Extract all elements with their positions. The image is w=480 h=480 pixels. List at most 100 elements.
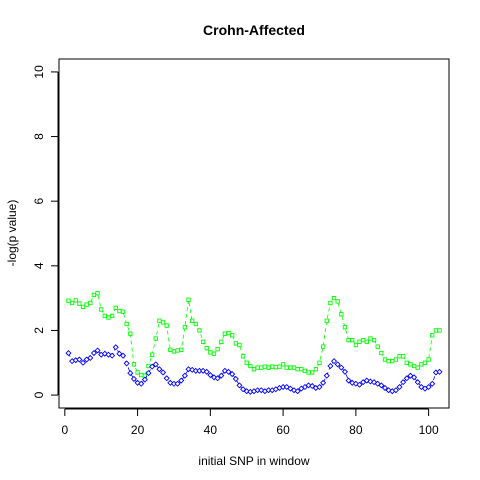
y-tick-label: 6 <box>32 198 46 205</box>
data-point <box>430 333 435 338</box>
data-point <box>181 372 188 379</box>
data-point <box>222 331 228 336</box>
data-point <box>425 383 432 391</box>
data-point <box>414 379 421 386</box>
data-point <box>200 339 206 344</box>
data-point <box>69 300 75 306</box>
data-point <box>171 349 177 354</box>
data-point <box>66 298 71 303</box>
data-point <box>229 371 236 378</box>
data-point <box>240 354 246 359</box>
data-point <box>255 365 260 370</box>
data-point <box>342 325 348 330</box>
y-axis-label: -log(p value) <box>5 200 19 267</box>
data-point <box>128 331 133 336</box>
data-point <box>106 315 111 320</box>
data-point <box>113 305 118 310</box>
data-point <box>251 367 257 372</box>
data-point <box>84 302 89 307</box>
data-point <box>153 336 158 341</box>
data-point <box>379 350 384 356</box>
data-point <box>65 350 72 357</box>
data-point <box>397 354 402 359</box>
data-point <box>123 360 130 367</box>
data-point <box>335 299 340 304</box>
data-point <box>117 308 122 314</box>
chart-title: Crohn-Affected <box>203 22 305 38</box>
data-point <box>360 337 366 343</box>
data-point <box>76 356 83 363</box>
data-point <box>174 380 181 387</box>
data-point <box>248 363 253 369</box>
data-point <box>160 320 166 325</box>
data-point <box>429 380 436 387</box>
data-point <box>436 368 443 375</box>
data-point <box>357 339 362 344</box>
data-point <box>139 372 144 378</box>
data-point <box>240 386 247 393</box>
data-point <box>317 360 322 365</box>
data-point <box>109 313 115 319</box>
data-point <box>130 375 137 382</box>
data-point <box>385 387 392 394</box>
data-point <box>119 352 127 359</box>
data-point <box>411 374 418 381</box>
data-point <box>214 375 221 382</box>
data-point <box>186 297 191 302</box>
data-point <box>390 358 395 364</box>
data-point <box>291 365 297 370</box>
data-point <box>346 337 351 343</box>
data-point <box>204 346 209 351</box>
data-point <box>226 330 231 336</box>
data-point <box>218 372 225 379</box>
data-point <box>258 387 265 394</box>
data-point <box>331 358 338 365</box>
x-tick-label: 80 <box>349 423 363 437</box>
x-tick-label: 0 <box>61 423 68 437</box>
data-point <box>382 357 388 362</box>
data-point <box>156 366 163 373</box>
data-point <box>273 365 278 370</box>
data-point <box>160 369 167 376</box>
data-point <box>415 365 420 370</box>
data-point <box>236 382 243 389</box>
data-point <box>116 350 123 357</box>
data-point <box>135 370 140 375</box>
data-point <box>426 357 431 362</box>
data-point <box>131 362 137 367</box>
data-point <box>341 368 348 375</box>
data-point <box>368 336 373 341</box>
data-point <box>208 350 213 355</box>
data-point <box>219 339 224 344</box>
data-point <box>124 321 129 327</box>
data-point <box>313 367 318 372</box>
series-1 <box>66 291 442 378</box>
data-point <box>182 325 188 330</box>
data-point <box>73 298 78 303</box>
data-point <box>80 304 86 310</box>
data-point <box>141 376 148 383</box>
data-point <box>185 366 192 373</box>
data-point <box>109 352 116 359</box>
data-point <box>244 360 249 365</box>
data-point <box>403 375 410 382</box>
y-tick-label: 4 <box>32 262 46 269</box>
data-point <box>323 372 330 379</box>
data-point <box>283 383 290 391</box>
y-axis: 0 2 4 6 8 10 <box>32 65 59 398</box>
data-point <box>393 357 399 362</box>
data-point <box>149 363 156 370</box>
data-point <box>345 377 352 384</box>
data-point <box>94 347 101 354</box>
x-tick-label: 40 <box>204 423 218 437</box>
data-point <box>259 365 264 370</box>
data-point <box>145 370 152 377</box>
data-point <box>163 375 170 382</box>
x-axis-label: initial SNP in window <box>198 454 309 468</box>
data-point <box>309 382 316 390</box>
x-axis: 0 20 40 60 80 100 <box>61 408 439 437</box>
data-point <box>419 362 424 367</box>
y-tick-label: 8 <box>32 133 46 140</box>
data-point <box>400 379 407 386</box>
